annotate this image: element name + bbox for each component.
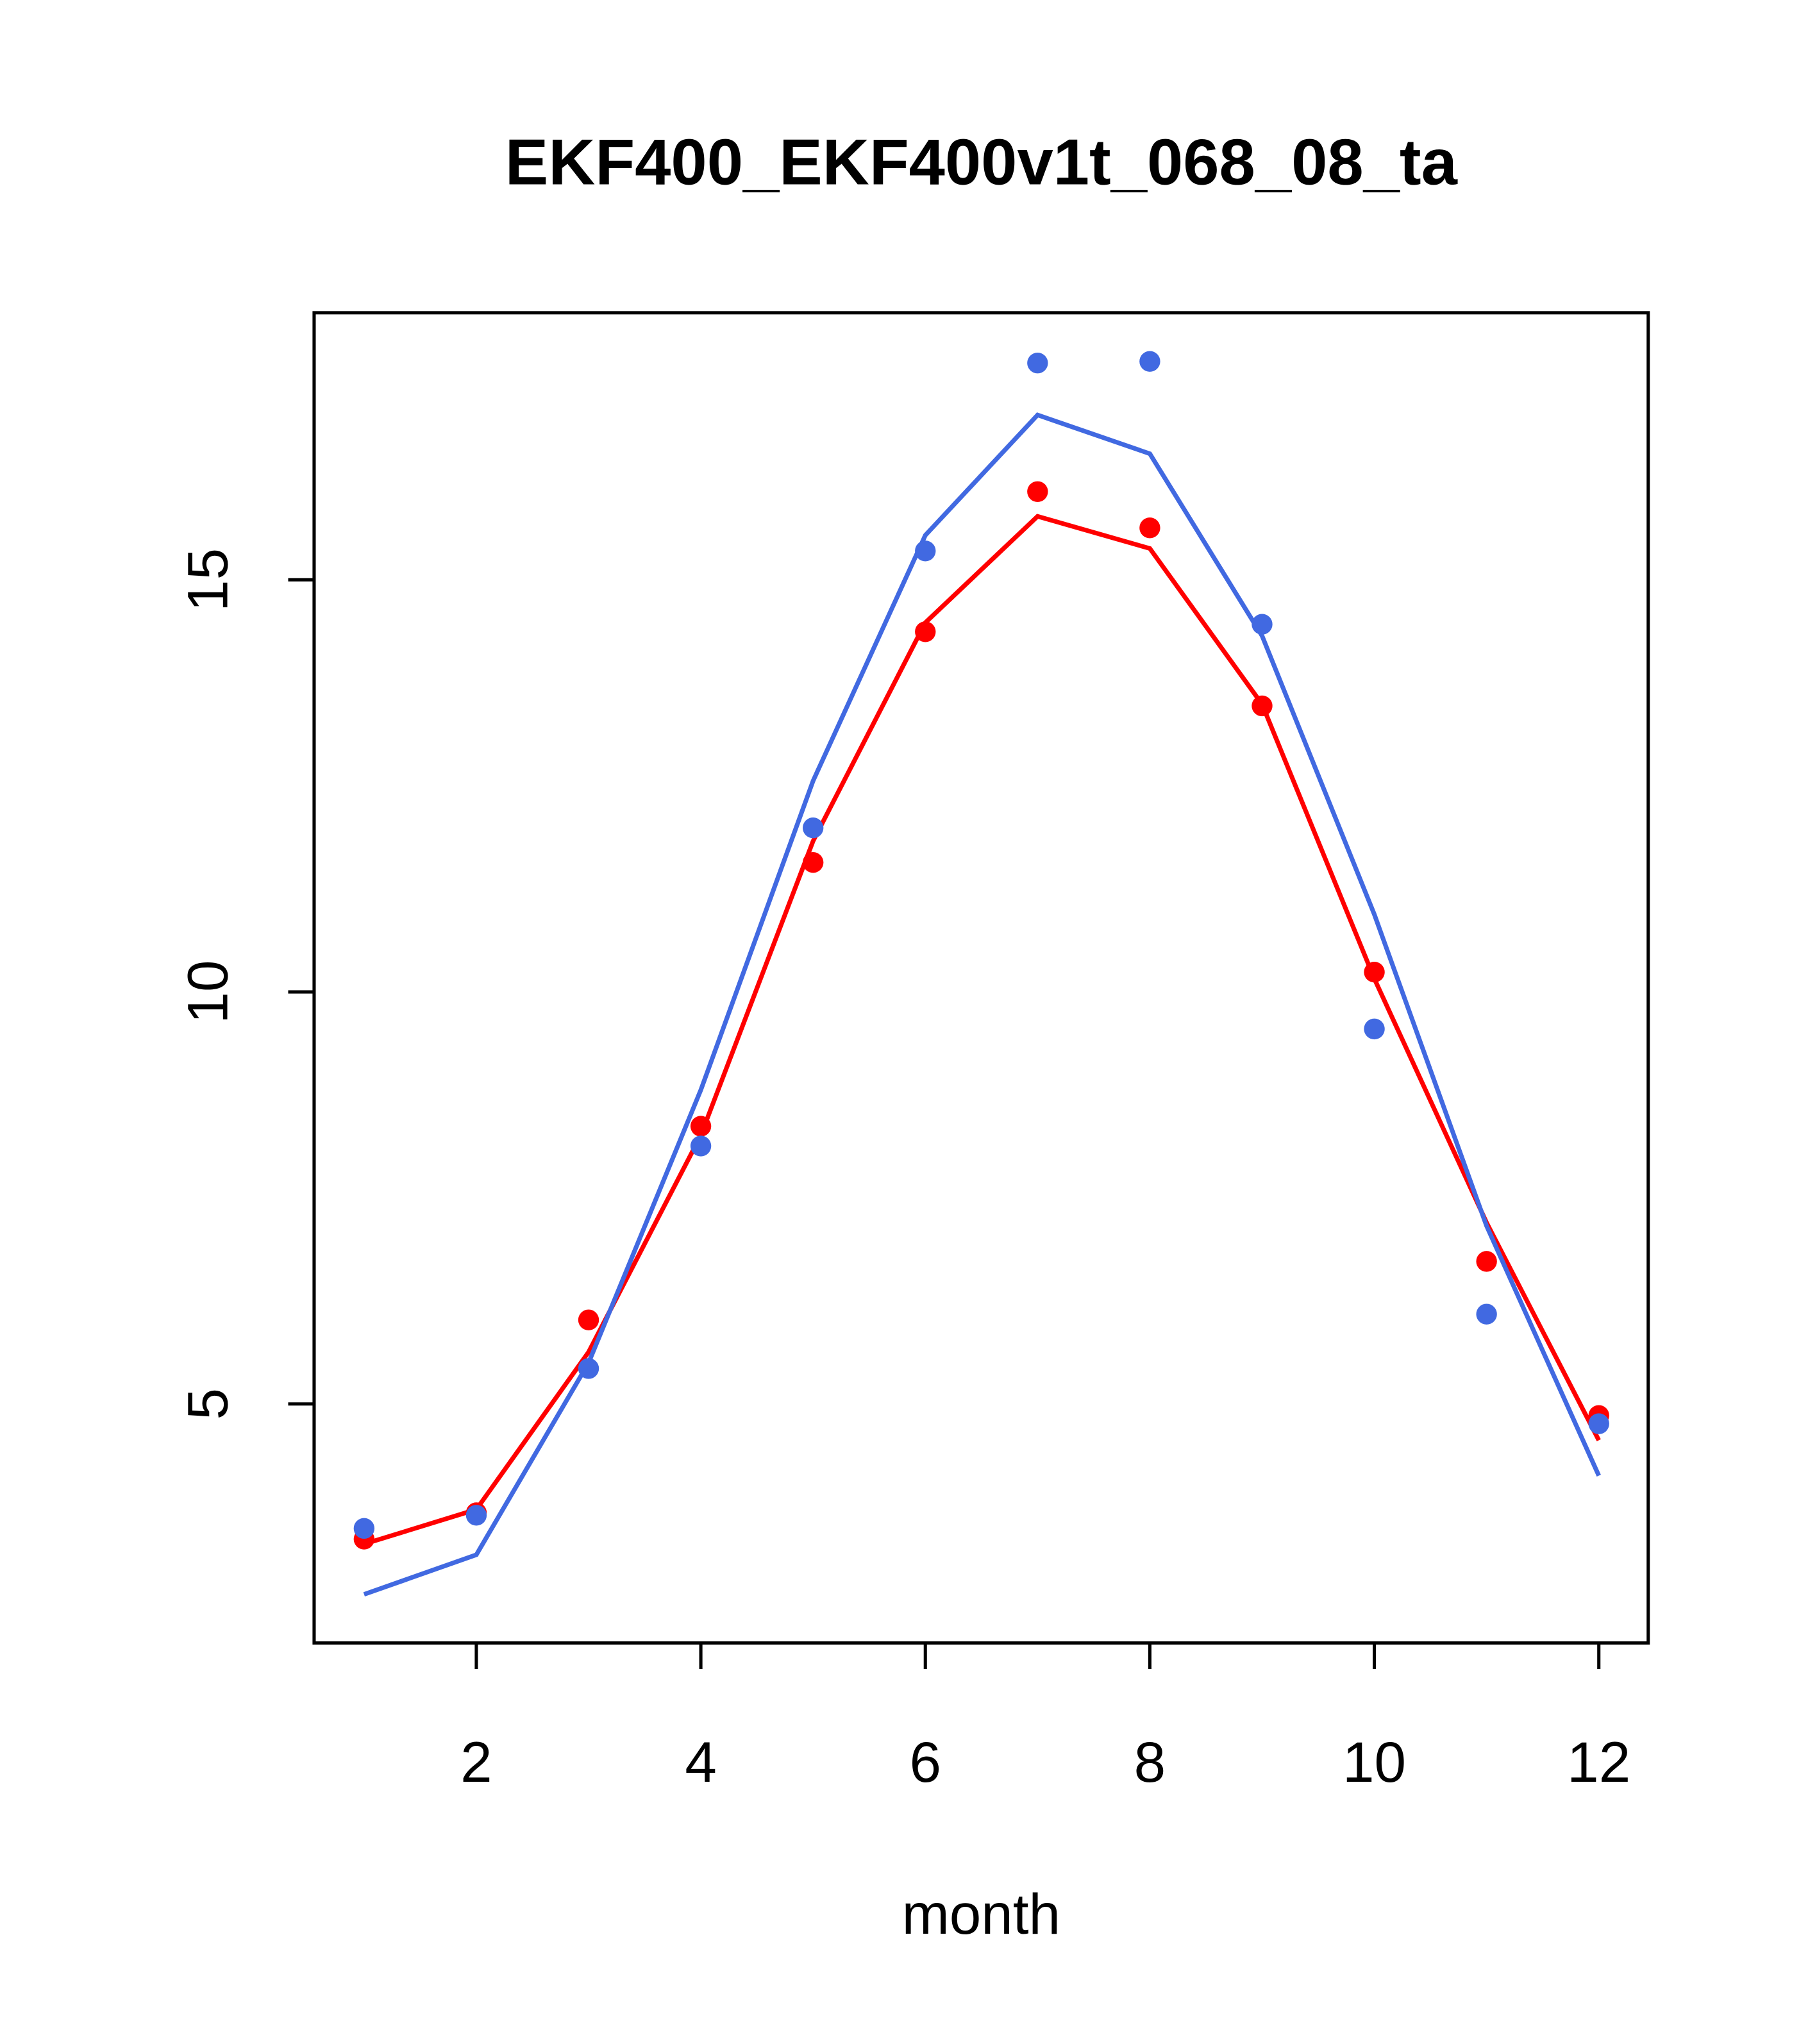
red-points-point <box>1027 481 1048 502</box>
red-points-point <box>1364 961 1385 983</box>
x-tick-label: 6 <box>909 1730 941 1794</box>
blue-points-point <box>1476 1303 1497 1325</box>
x-tick-label: 10 <box>1343 1730 1406 1794</box>
x-tick-label: 2 <box>460 1730 492 1794</box>
x-tick-label: 12 <box>1567 1730 1630 1794</box>
blue-line <box>363 412 1601 1597</box>
red-points-point <box>690 1116 712 1137</box>
blue-points-point <box>802 817 824 839</box>
red-line <box>363 514 1601 1546</box>
blue-points-point <box>1252 614 1273 635</box>
blue-points-point <box>1364 1018 1385 1040</box>
series-layer <box>353 351 1609 1597</box>
y-tick-label: 15 <box>175 548 239 612</box>
red-points-point <box>1252 695 1273 717</box>
red-points-point <box>802 852 824 873</box>
x-tick-label: 4 <box>685 1730 717 1794</box>
x-axis-label: month <box>902 1882 1061 1946</box>
blue-points-point <box>1139 351 1160 372</box>
y-tick-label: 5 <box>175 1388 239 1420</box>
plot-frame <box>312 311 1650 1645</box>
red-points-point <box>578 1309 599 1330</box>
blue-points-point <box>353 1518 375 1539</box>
x-tick-label: 8 <box>1134 1730 1166 1794</box>
blue-points-point <box>690 1135 712 1157</box>
blue-points-point <box>465 1505 487 1526</box>
red-points-point <box>1476 1251 1497 1272</box>
y-axis: 5 10 15 <box>175 548 314 1420</box>
blue-points-point <box>1588 1413 1609 1434</box>
blue-points-point <box>915 540 936 562</box>
y-tick-label: 10 <box>175 960 239 1024</box>
red-points-point <box>915 621 936 642</box>
blue-points-point <box>578 1358 599 1379</box>
blue-points-point <box>1027 353 1048 374</box>
x-axis: 2 4 6 8 10 12 <box>460 1643 1630 1794</box>
red-points-point <box>1139 517 1160 539</box>
chart-title: EKF400_EKF400v1t_068_08_ta <box>505 126 1458 198</box>
